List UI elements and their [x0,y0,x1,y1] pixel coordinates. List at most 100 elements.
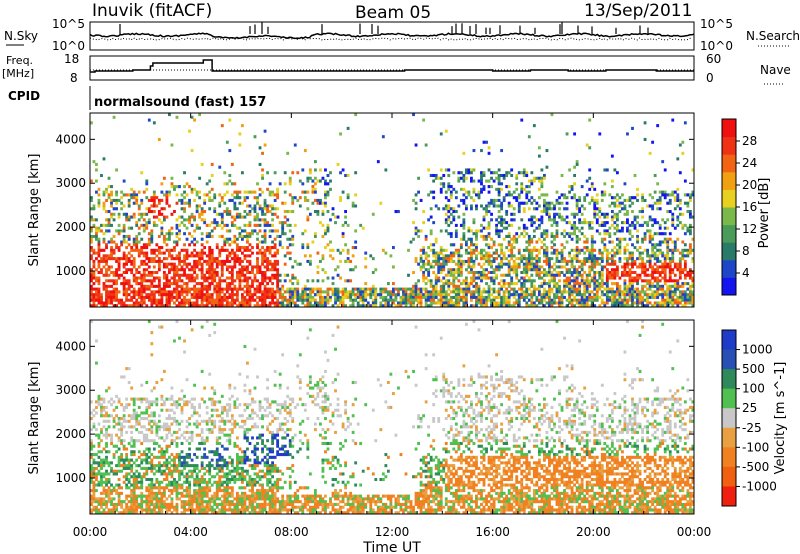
power-cell [256,259,259,263]
power-cell [102,204,106,208]
power-cell [220,290,224,294]
power-cell [122,179,126,183]
velocity-cell [102,397,106,401]
power-cell [543,298,546,302]
power-cell [296,287,300,291]
power-cell [578,265,582,269]
power-cell [628,229,632,233]
power-cell [107,223,111,227]
power-cell [666,304,670,308]
power-cell [615,270,619,275]
power-cell [160,212,164,216]
power-cell [507,268,511,272]
power-cell [495,295,498,299]
power-cell [316,210,320,214]
velocity-cell [107,400,111,404]
power-cell [97,243,101,247]
power-cell [444,279,448,283]
power-cell [286,298,290,302]
power-cell [618,196,622,200]
power-cell [263,295,267,299]
power-cell [157,301,161,305]
power-cell [497,304,501,308]
power-cell [548,270,551,275]
power-cell [230,293,234,297]
power-cell [157,287,161,291]
power-cell [648,240,652,244]
power-cell [281,301,285,305]
power-cell [658,304,662,308]
power-cell [150,298,154,302]
power-cell [530,196,534,200]
power-cell [492,287,496,291]
power-cell [215,290,219,294]
power-cell [291,295,295,299]
power-cell [467,270,471,275]
power-cell [188,262,191,266]
power-cell [472,168,476,172]
power-cell [130,298,134,302]
velocity-cell [90,466,93,470]
power-cell [298,179,302,183]
power-cell [578,301,582,305]
power-cell [256,270,259,275]
power-cell [258,282,262,286]
power-cell [142,276,146,280]
power-cell [233,301,237,305]
velocity-cell [110,414,113,418]
power-cell [359,298,363,302]
power-cell [525,185,529,189]
power-cell [676,295,680,299]
power-cell [570,223,574,227]
velocity-cell [110,466,113,470]
power-cell [663,268,667,272]
power-cell [495,229,498,233]
power-cell [683,223,687,227]
power-cell [412,290,415,294]
power-cell [125,287,129,291]
power-cell [603,248,607,252]
power-cell [266,248,269,252]
power-cell [648,293,652,297]
power-cell [661,287,665,291]
power-cell [173,282,176,286]
power-cell [590,304,594,308]
power-cell [321,301,325,305]
power-cell [578,221,582,225]
power-cell [615,293,619,297]
power-cell [235,190,239,194]
power-cell [480,301,483,305]
power-cell [593,279,597,283]
power-cell [595,218,599,222]
power-cell [208,270,212,275]
power-cell [522,279,526,283]
power-cell [558,212,561,216]
power-cell [563,295,566,299]
power-cell [243,298,247,302]
power-cell [588,282,592,286]
power-cell [658,190,662,194]
power-cell [437,293,441,297]
power-cell [570,187,574,191]
power-cell [626,265,629,269]
power-cell [107,257,111,261]
power-cell [162,176,166,180]
power-cell [588,270,592,275]
power-cell [193,293,196,297]
power-cell [658,198,662,202]
power-cell [180,193,184,197]
power-cell [248,298,252,302]
power-cell [422,265,426,269]
power-cell [419,290,423,294]
power-cell [570,287,574,291]
power-cell [520,190,524,194]
power-cell [661,190,665,194]
power-cell [384,295,388,299]
power-cell [316,304,320,308]
power-cell [512,282,516,286]
power-cell [618,210,622,214]
power-cell [686,301,690,305]
power-cell [200,248,204,252]
power-cell [263,257,267,261]
power-cell [203,210,207,214]
